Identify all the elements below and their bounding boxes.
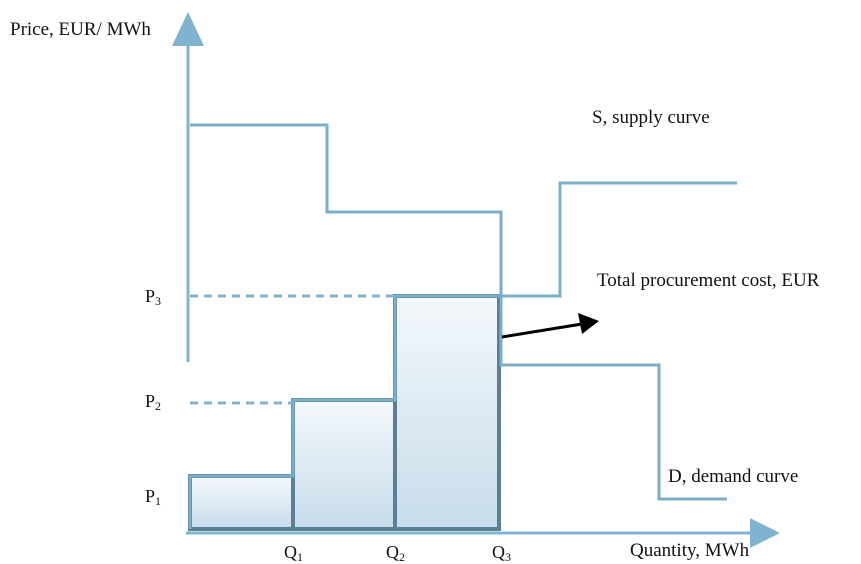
tick-q2-base: Q [386,542,399,562]
procurement-cost-bars [188,294,501,531]
tick-p1-sub: 1 [155,494,162,508]
cost-arrowhead [578,313,599,334]
demand-curve [190,123,727,501]
tick-p3-sub: 3 [155,294,162,308]
tick-p3: P3 [145,287,161,307]
tick-p1: P1 [145,487,161,507]
tick-q3: Q3 [492,543,511,563]
tick-p2-sub: 2 [155,399,162,413]
supply-curve [188,181,737,529]
cost-bar-3 [393,294,501,531]
cost-bar-1 [188,474,295,531]
tick-q1-sub: 1 [297,550,303,564]
tick-p1-base: P [145,486,156,506]
tick-p2-base: P [145,391,156,411]
procurement-cost-label: Total procurement cost, EUR [597,270,820,291]
y-axis-arrowhead [172,12,204,46]
tick-q3-base: Q [492,542,505,562]
x-axis-label: Quantity, MWh [630,540,750,561]
tick-q2-sub: 2 [399,550,405,564]
supply-curve-label: S, supply curve [592,107,710,128]
tick-q1: Q1 [284,543,303,563]
tick-p2: P2 [145,392,161,412]
tick-q1-base: Q [284,542,297,562]
demand-curve-label: D, demand curve [668,466,799,487]
cost-arrow [501,322,583,339]
cost-bar-2 [291,398,397,531]
tick-p3-base: P [145,286,156,306]
x-axis-arrowhead [750,518,780,548]
tick-q3-sub: 3 [505,550,511,564]
y-axis-label: Price, EUR/ MWh [10,19,151,40]
tick-q2: Q2 [386,543,405,563]
